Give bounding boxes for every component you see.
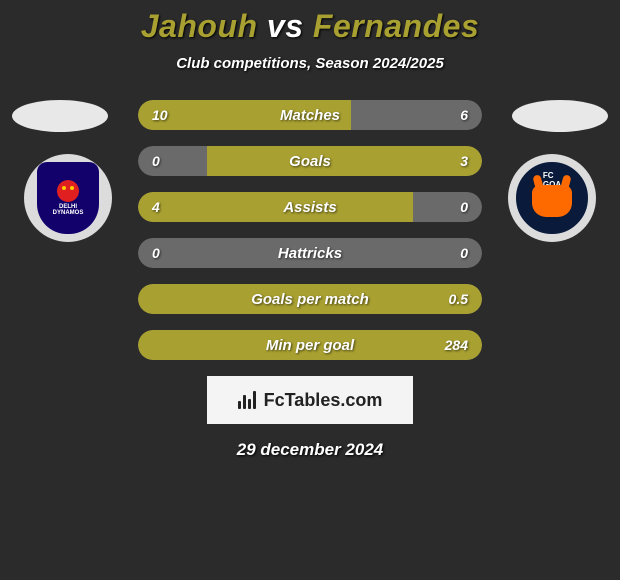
date-label: 29 december 2024: [0, 440, 620, 460]
player1-name: Jahouh: [141, 8, 258, 44]
stat-row: Hattricks0 0: [138, 238, 482, 268]
flag-left: [12, 100, 108, 132]
stat-value-right: 0: [460, 192, 468, 222]
stat-value-right: 6: [460, 100, 468, 130]
lion-icon: [57, 180, 79, 202]
barchart-icon: [238, 391, 258, 409]
stat-row: Matches10 6: [138, 100, 482, 130]
stat-value-right: 284: [445, 330, 468, 360]
stat-label: Hattricks: [138, 238, 482, 268]
delhi-dynamos-badge: DELHIDYNAMOS: [37, 162, 99, 234]
fc-goa-badge: FCGOA: [516, 162, 588, 234]
stat-label: Matches: [138, 100, 482, 130]
club-left-label: DELHIDYNAMOS: [53, 204, 84, 216]
stat-value-left: 4: [152, 192, 160, 222]
stat-value-left: 0: [152, 238, 160, 268]
stat-row: Assists4 0: [138, 192, 482, 222]
stat-value-right: 0.5: [449, 284, 468, 314]
subtitle: Club competitions, Season 2024/2025: [0, 55, 620, 72]
stat-row: Goals0 3: [138, 146, 482, 176]
stat-row: Goals per match0.5: [138, 284, 482, 314]
flag-right: [512, 100, 608, 132]
stat-bars: Matches106Goals03Assists40Hattricks00Goa…: [138, 100, 482, 376]
club-badge-left: DELHIDYNAMOS: [24, 154, 112, 242]
stat-value-left: 0: [152, 146, 160, 176]
stat-value-right: 3: [460, 146, 468, 176]
player2-name: Fernandes: [313, 8, 479, 44]
stat-label: Min per goal: [138, 330, 482, 360]
bull-icon: [532, 185, 572, 217]
page-title: Jahouh vs Fernandes: [0, 0, 620, 45]
stat-label: Goals: [138, 146, 482, 176]
comparison-area: DELHIDYNAMOS FCGOA Matches106Goals03Assi…: [0, 100, 620, 370]
stat-value-right: 0: [460, 238, 468, 268]
brand-badge: FcTables.com: [207, 376, 413, 424]
stat-label: Goals per match: [138, 284, 482, 314]
stat-label: Assists: [138, 192, 482, 222]
stat-value-left: 10: [152, 100, 168, 130]
vs-label: vs: [267, 8, 304, 44]
club-badge-right: FCGOA: [508, 154, 596, 242]
stat-row: Min per goal284: [138, 330, 482, 360]
brand-text: FcTables.com: [264, 390, 383, 411]
